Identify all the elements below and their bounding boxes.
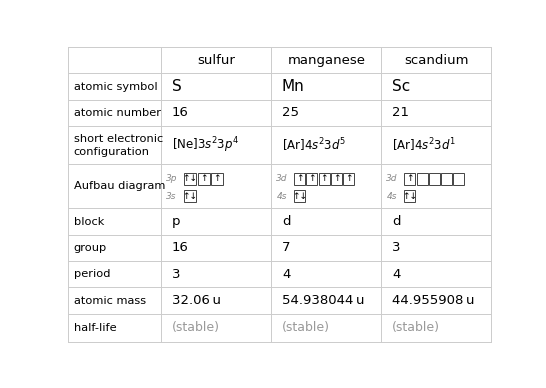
Bar bbox=[184, 173, 196, 185]
Text: atomic mass: atomic mass bbox=[74, 296, 146, 305]
Text: sulfur: sulfur bbox=[198, 54, 235, 66]
Text: d: d bbox=[392, 215, 400, 228]
Text: [Ar]4$s^2$3$d^5$: [Ar]4$s^2$3$d^5$ bbox=[282, 137, 346, 154]
Text: manganese: manganese bbox=[287, 54, 365, 66]
Bar bbox=[404, 173, 416, 185]
Text: block: block bbox=[74, 217, 104, 227]
Text: ↑: ↑ bbox=[296, 174, 304, 184]
Bar bbox=[441, 173, 452, 185]
Text: 4s: 4s bbox=[276, 192, 287, 201]
Text: S: S bbox=[172, 79, 182, 94]
Bar bbox=[306, 173, 317, 185]
Text: 3s: 3s bbox=[167, 192, 177, 201]
Bar bbox=[184, 190, 196, 203]
Text: (stable): (stable) bbox=[172, 321, 220, 334]
Text: 3d: 3d bbox=[276, 174, 288, 184]
Bar bbox=[331, 173, 342, 185]
Text: ↑: ↑ bbox=[200, 174, 207, 184]
Text: 3: 3 bbox=[172, 268, 180, 281]
Text: 4s: 4s bbox=[387, 192, 397, 201]
Text: Aufbau diagram: Aufbau diagram bbox=[74, 181, 165, 191]
Text: 3p: 3p bbox=[167, 174, 178, 184]
Bar bbox=[319, 173, 330, 185]
Bar bbox=[211, 173, 223, 185]
Text: half-life: half-life bbox=[74, 323, 116, 333]
Text: ↑: ↑ bbox=[308, 174, 316, 184]
Text: 21: 21 bbox=[392, 106, 409, 120]
Text: Sc: Sc bbox=[392, 79, 410, 94]
Text: Mn: Mn bbox=[282, 79, 305, 94]
Text: (stable): (stable) bbox=[392, 321, 440, 334]
Bar bbox=[404, 190, 416, 203]
Text: 25: 25 bbox=[282, 106, 299, 120]
Text: 4: 4 bbox=[282, 268, 290, 281]
Text: p: p bbox=[172, 215, 180, 228]
Text: 3: 3 bbox=[392, 241, 400, 255]
Bar bbox=[198, 173, 210, 185]
Bar bbox=[294, 190, 305, 203]
Text: ↑↓: ↑↓ bbox=[182, 192, 198, 201]
Text: atomic symbol: atomic symbol bbox=[74, 81, 157, 92]
Text: [Ar]4$s^2$3$d^1$: [Ar]4$s^2$3$d^1$ bbox=[392, 137, 456, 154]
Text: ↑↓: ↑↓ bbox=[182, 174, 198, 184]
Text: [Ne]3$s^2$3$p^4$: [Ne]3$s^2$3$p^4$ bbox=[172, 135, 239, 155]
Bar bbox=[417, 173, 428, 185]
Text: ↑: ↑ bbox=[406, 174, 413, 184]
Text: ↑↓: ↑↓ bbox=[292, 192, 307, 201]
Text: 16: 16 bbox=[172, 106, 189, 120]
Text: 44.955908 u: 44.955908 u bbox=[392, 294, 474, 307]
Bar bbox=[343, 173, 354, 185]
Bar bbox=[429, 173, 440, 185]
Text: ↑: ↑ bbox=[333, 174, 340, 184]
Text: group: group bbox=[74, 243, 107, 253]
Text: 32.06 u: 32.06 u bbox=[172, 294, 221, 307]
Bar bbox=[453, 173, 464, 185]
Bar bbox=[294, 173, 305, 185]
Text: 16: 16 bbox=[172, 241, 189, 255]
Text: ↑↓: ↑↓ bbox=[402, 192, 417, 201]
Text: 3d: 3d bbox=[387, 174, 398, 184]
Text: 54.938044 u: 54.938044 u bbox=[282, 294, 364, 307]
Text: period: period bbox=[74, 269, 110, 279]
Text: ↑: ↑ bbox=[213, 174, 221, 184]
Text: 4: 4 bbox=[392, 268, 400, 281]
Text: (stable): (stable) bbox=[282, 321, 330, 334]
Text: short electronic
configuration: short electronic configuration bbox=[74, 133, 163, 157]
Text: d: d bbox=[282, 215, 290, 228]
Text: ↑: ↑ bbox=[321, 174, 328, 184]
Text: scandium: scandium bbox=[404, 54, 468, 66]
Text: atomic number: atomic number bbox=[74, 108, 161, 118]
Text: ↑: ↑ bbox=[345, 174, 353, 184]
Text: 7: 7 bbox=[282, 241, 290, 255]
